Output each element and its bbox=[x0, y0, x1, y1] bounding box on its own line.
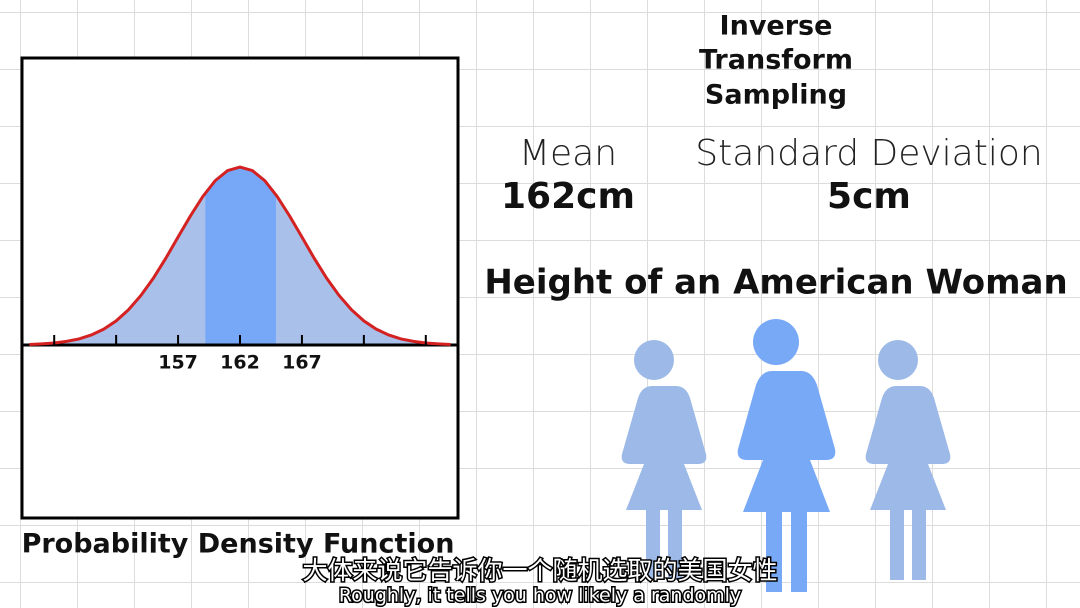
sd-label: Standard Deviation bbox=[695, 133, 1042, 174]
woman-icon bbox=[865, 340, 951, 580]
subject: Height of an American Woman bbox=[484, 263, 1067, 303]
title-line: Transform bbox=[699, 45, 853, 76]
highlight-area bbox=[205, 167, 276, 345]
title-line: Sampling bbox=[705, 80, 847, 111]
woman-icon bbox=[737, 319, 836, 592]
x-tick-label: 157 bbox=[158, 351, 198, 373]
density-line bbox=[29, 165, 451, 347]
mean-value: 162cm bbox=[501, 176, 635, 217]
x-tick-label: 162 bbox=[220, 351, 260, 373]
subtitle-chinese: 大体来说它告诉你一个随机选取的美国女性 bbox=[302, 556, 777, 585]
subtitle-english: Roughly, it tells you how likely a rando… bbox=[339, 585, 741, 607]
sd-value: 5cm bbox=[827, 176, 911, 217]
mean-label: Mean bbox=[519, 133, 617, 174]
x-axis-label: Probability Density Function bbox=[22, 529, 455, 560]
x-tick-label: 167 bbox=[282, 351, 322, 373]
title-line: Inverse bbox=[720, 11, 833, 42]
plot: 157 162 167 bbox=[22, 165, 458, 373]
woman-icon bbox=[621, 340, 707, 580]
